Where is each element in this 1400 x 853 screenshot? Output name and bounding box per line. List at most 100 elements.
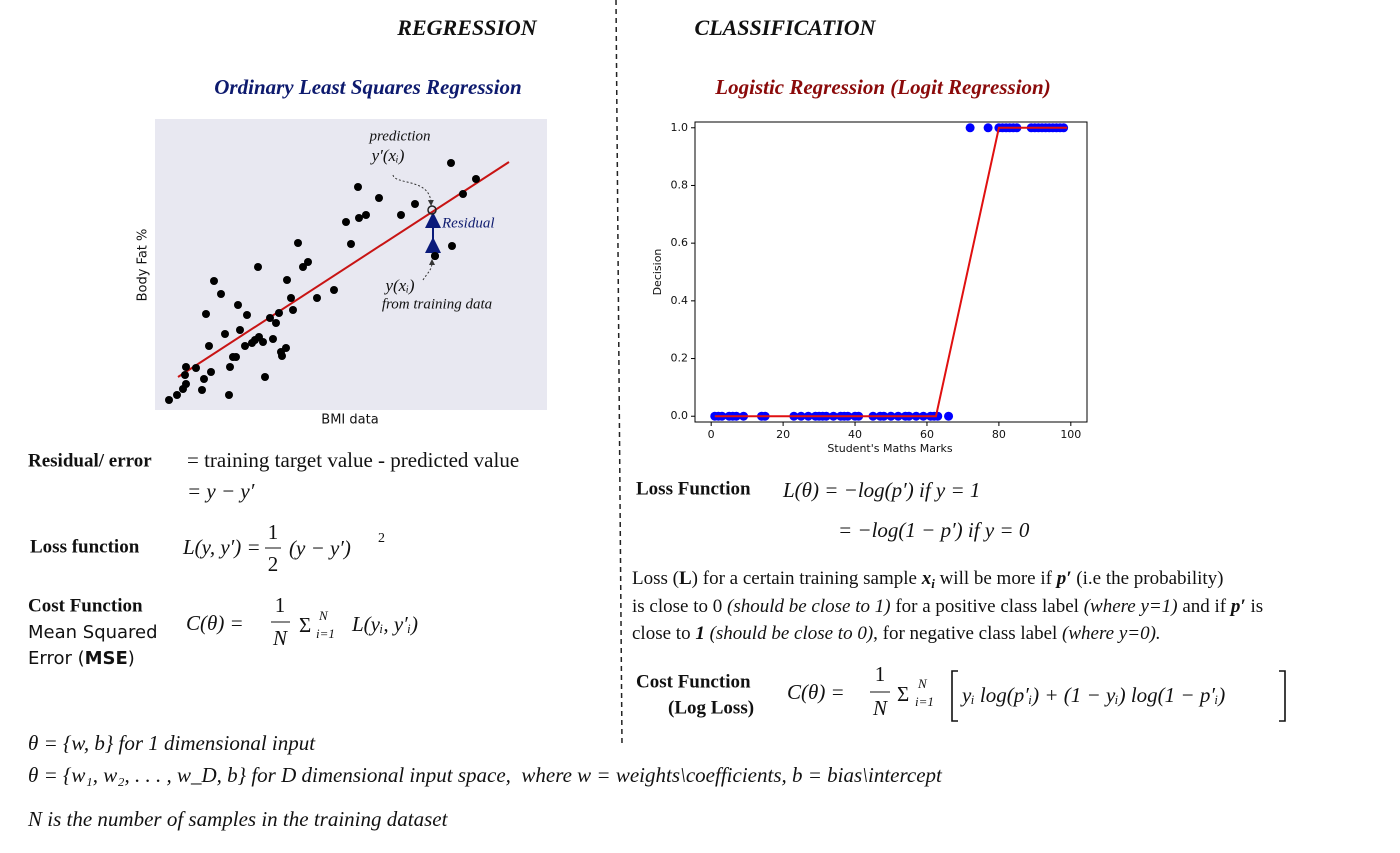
- y-axis-label: Body Fat %: [136, 229, 151, 302]
- bracket: [1279, 670, 1286, 722]
- point: [182, 363, 190, 371]
- equation: C(θ) =: [186, 611, 244, 635]
- x-axis-label: Student's Maths Marks: [827, 442, 952, 455]
- point: [165, 396, 173, 404]
- label-part: ): [128, 648, 135, 669]
- numerator: 1: [875, 662, 886, 686]
- sum-lower: i=1: [915, 694, 934, 709]
- paragraph-line: Loss (L) for a certain training sample x…: [632, 568, 1224, 591]
- logit-chart: 0 20 40 60 80 100 0.0 0.2 0.4 0.6 0.8 1.0: [671, 121, 1088, 441]
- annotation: y′(xᵢ): [370, 146, 405, 165]
- plot-frame: [694, 121, 1088, 423]
- annotation-arrow: [392, 174, 434, 206]
- point: [232, 353, 240, 361]
- point: [355, 214, 363, 222]
- numerator: 1: [275, 593, 286, 617]
- text-run: is: [1246, 596, 1263, 617]
- x-tick-label: 0: [708, 428, 715, 441]
- y-tick-label: 1.0: [671, 121, 689, 134]
- label: Error (MSE): [28, 648, 135, 669]
- footer-line: θ = {w₁, w₂, . . . , w_D, b} for D dimen…: [28, 763, 943, 787]
- y-tick-label: 0.0: [671, 409, 689, 422]
- point: [282, 344, 290, 352]
- x-axis-label: BMI data: [321, 413, 378, 428]
- point: [299, 263, 307, 271]
- text-run: (where y=1): [1084, 596, 1178, 617]
- point: [198, 386, 206, 394]
- equation: (y − y′): [289, 536, 351, 560]
- point: [243, 311, 251, 319]
- point: [965, 123, 975, 133]
- text-run: i: [931, 576, 935, 591]
- point: [397, 211, 405, 219]
- numerator: 1: [268, 520, 279, 544]
- denominator: 2: [268, 552, 279, 576]
- point: [266, 314, 274, 322]
- label-part: MSE: [85, 648, 128, 669]
- bracket: [951, 670, 958, 722]
- text-run: , for negative class label: [873, 623, 1062, 644]
- point: [330, 286, 338, 294]
- sum: Σ: [897, 682, 909, 706]
- point: [459, 190, 467, 198]
- chart-title: Ordinary Least Squares Regression: [214, 75, 521, 99]
- point: [192, 364, 200, 372]
- section-header: CLASSIFICATION: [695, 15, 877, 40]
- equation: C(θ) =: [787, 680, 845, 704]
- equation: yᵢ log(p′ᵢ) + (1 − yᵢ) log(1 − p′ᵢ): [960, 683, 1225, 707]
- point: [261, 373, 269, 381]
- point: [254, 263, 262, 271]
- text-run: is close to 0: [632, 596, 727, 617]
- text-run: 1: [695, 623, 705, 644]
- prediction-marker: [427, 205, 437, 215]
- target-marker: [431, 252, 439, 260]
- exponent: 2: [378, 531, 385, 546]
- equation: L(y, y′) =: [182, 535, 261, 559]
- point: [447, 159, 455, 167]
- label: Cost Function: [636, 671, 751, 692]
- text-run: L: [679, 568, 692, 589]
- text-run: (where y=0).: [1062, 623, 1161, 644]
- label: (Log Loss): [668, 697, 754, 718]
- sum-upper: N: [917, 676, 928, 691]
- point: [283, 276, 291, 284]
- y-axis-label: Decision: [651, 249, 664, 296]
- text-run: Loss (: [632, 568, 679, 589]
- section-header: REGRESSION: [396, 15, 538, 40]
- point: [275, 309, 283, 317]
- point: [182, 380, 190, 388]
- point: [236, 326, 244, 334]
- y-tick-label: 0.6: [671, 236, 689, 249]
- text-run: will be more if: [935, 568, 1057, 589]
- denominator: N: [272, 626, 288, 650]
- text-run: p′: [1229, 596, 1246, 617]
- y-tick-label: 0.2: [671, 352, 689, 365]
- point: [200, 375, 208, 383]
- text-run: and if: [1178, 596, 1231, 617]
- point: [205, 342, 213, 350]
- label-part: Error (: [28, 648, 85, 669]
- label: Loss Function: [636, 478, 751, 499]
- text-run: ) for a certain training sample: [692, 568, 922, 589]
- divider: [615, 0, 623, 746]
- label: Cost Function: [28, 595, 143, 616]
- equation: L(θ) = −log(p′) if y = 1: [782, 478, 980, 502]
- text-run: (i.e the probability): [1072, 568, 1224, 589]
- equation: L(yᵢ, y′ᵢ): [351, 612, 418, 636]
- point: [278, 352, 286, 360]
- equation: = −log(1 − p′) if y = 0: [838, 518, 1030, 542]
- point: [269, 335, 277, 343]
- point: [221, 330, 229, 338]
- fit-line: [714, 126, 1068, 418]
- point: [225, 391, 233, 399]
- equation: = training target value - predicted valu…: [187, 448, 519, 472]
- point: [202, 310, 210, 318]
- x-tick-label: 60: [920, 428, 934, 441]
- point: [362, 211, 370, 219]
- paragraph-line: is close to 0 (should be close to 1) for…: [632, 596, 1263, 617]
- point: [289, 306, 297, 314]
- x-tick-label: 100: [1060, 428, 1081, 441]
- point: [217, 290, 225, 298]
- text-run: (should be close to 0): [705, 623, 873, 644]
